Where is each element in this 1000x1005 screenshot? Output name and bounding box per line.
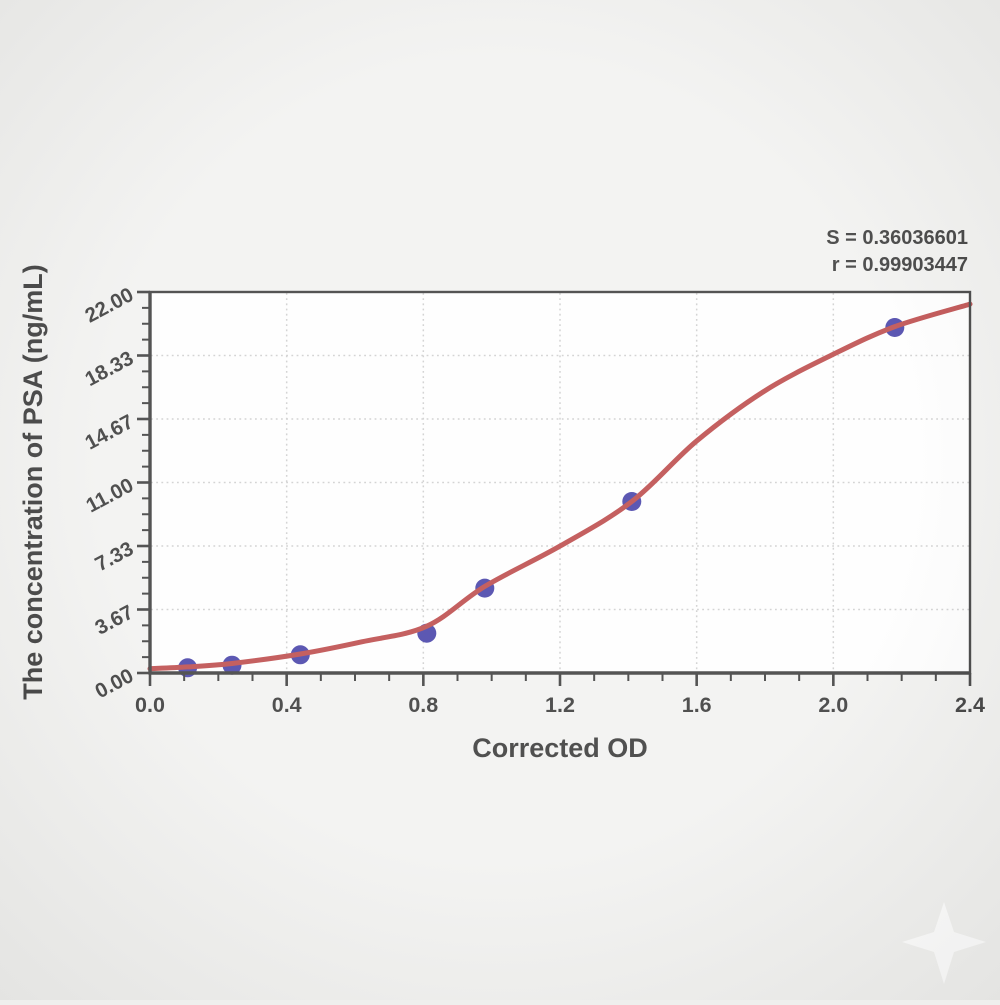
x-axis-title: Corrected OD [472,733,648,763]
y-tick-label: 3.67 [91,601,137,640]
data-series [147,301,973,678]
x-tick-label: 0.0 [135,693,165,717]
x-tick-label: 0.4 [272,693,302,717]
y-tick-label: 22.00 [81,283,137,327]
x-tick-label: 2.4 [955,693,985,717]
y-tick-label: 11.00 [82,474,137,518]
x-tick-label: 1.2 [545,693,575,717]
axis-ticks [137,290,972,686]
x-tick-label: 1.6 [682,693,712,717]
y-tick-label: 14.67 [81,410,137,454]
sparkle-icon [902,902,986,984]
y-tick-label: 0.00 [91,664,137,703]
x-tick-label: 0.8 [408,693,438,717]
annotation-correlation: r = 0.99903447 [832,254,968,276]
x-tick-label: 2.0 [818,693,848,717]
annotation-slope: S = 0.36036601 [826,227,968,249]
y-tick-label: 7.33 [91,537,137,576]
y-axis-title: The concentration of PSA (ng/mL) [18,264,48,700]
y-tick-label: 18.33 [81,347,137,391]
fit-curve [147,301,973,672]
